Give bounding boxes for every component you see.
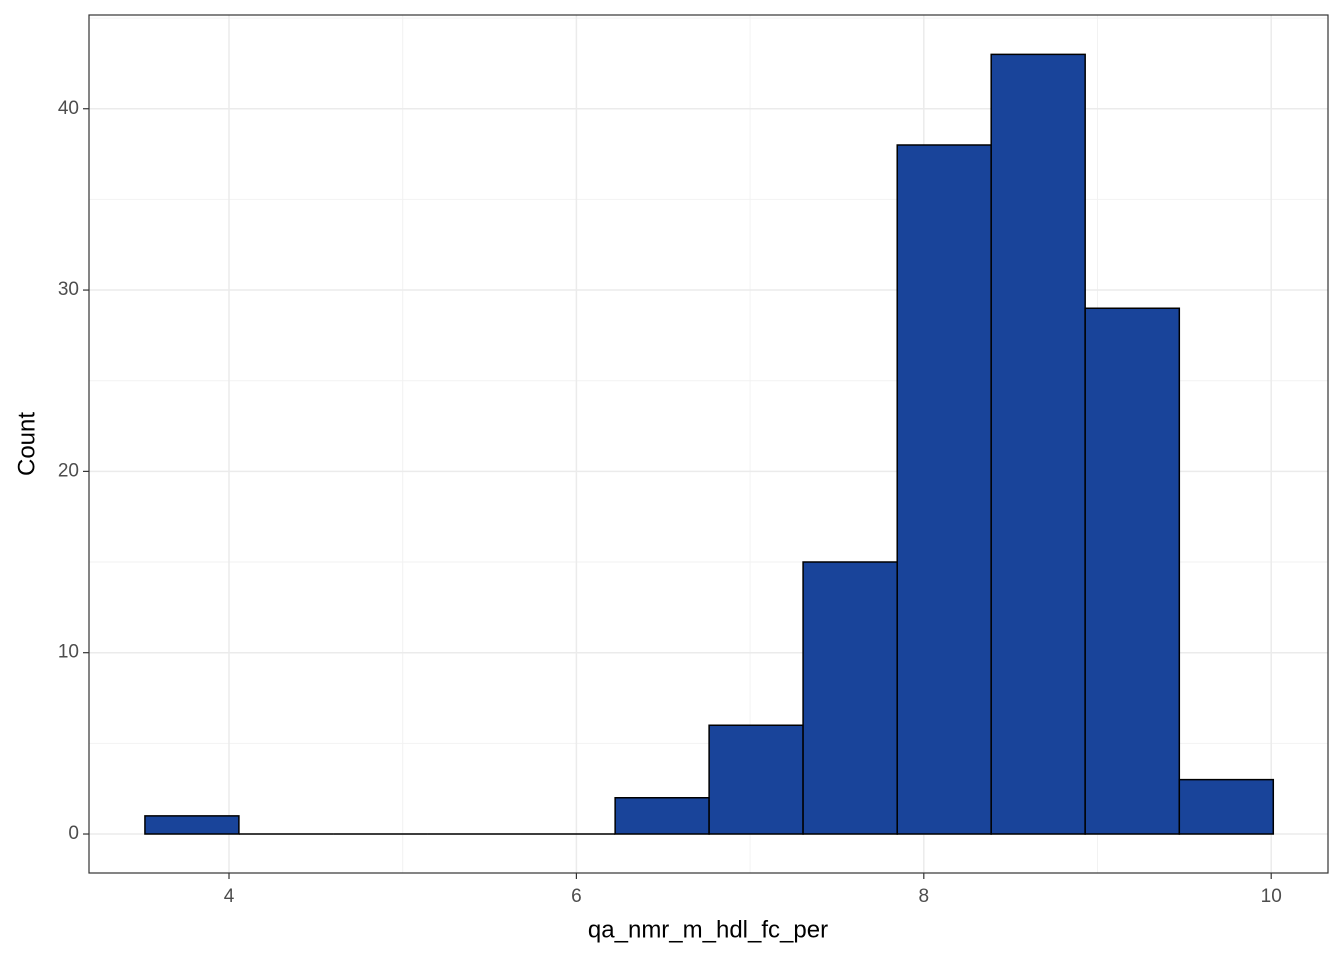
y-tick-label: 10 (58, 642, 79, 663)
y-tick-label: 0 (68, 823, 79, 844)
y-tick-label: 40 (58, 98, 79, 119)
bar (708, 724, 804, 835)
x-tick-label: 4 (224, 886, 235, 907)
x-tick-label: 10 (1261, 886, 1282, 907)
bars (144, 53, 1275, 835)
y-tick-label: 20 (58, 460, 79, 481)
x-tick-label: 6 (571, 886, 582, 907)
x-tick-label: 8 (919, 886, 930, 907)
y-axis-title: Count (13, 412, 40, 476)
axes: 4 6 8 10 0 10 20 30 40 (58, 98, 1282, 907)
bar (990, 53, 1086, 835)
bar (1178, 778, 1275, 835)
y-tick-label: 30 (58, 279, 79, 300)
panel-border (88, 14, 1329, 874)
bar (144, 815, 240, 835)
bar (802, 561, 898, 835)
bar (614, 797, 710, 835)
bar (896, 144, 992, 835)
x-axis-title: qa_nmr_m_hdl_fc_per (588, 916, 828, 943)
bar (1084, 307, 1181, 835)
